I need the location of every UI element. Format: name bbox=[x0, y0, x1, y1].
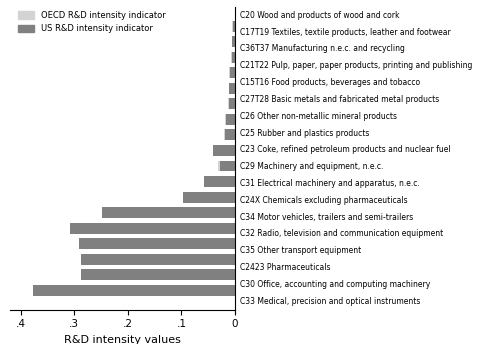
Bar bbox=[232, 21, 235, 32]
Legend: OECD R&D intensity indicator, US R&D intensity indicator: OECD R&D intensity indicator, US R&D int… bbox=[14, 8, 169, 36]
Text: C23 Coke, refined petroleum products and nuclear fuel: C23 Coke, refined petroleum products and… bbox=[240, 145, 451, 154]
Text: C33 Medical, precision and optical instruments: C33 Medical, precision and optical instr… bbox=[240, 297, 420, 306]
Bar bbox=[170, 223, 235, 234]
Bar bbox=[177, 285, 235, 296]
Bar bbox=[230, 67, 235, 78]
Bar bbox=[80, 269, 235, 280]
Text: C26 Other non-metallic mineral products: C26 Other non-metallic mineral products bbox=[240, 112, 397, 121]
Bar bbox=[80, 254, 235, 265]
Bar bbox=[232, 52, 235, 63]
Bar bbox=[220, 161, 235, 171]
Text: C2423 Pharmaceuticals: C2423 Pharmaceuticals bbox=[240, 263, 330, 272]
Bar bbox=[150, 238, 235, 249]
X-axis label: R&D intensity values: R&D intensity values bbox=[64, 335, 181, 344]
Bar bbox=[182, 192, 235, 203]
Text: C35 Other transport equipment: C35 Other transport equipment bbox=[240, 246, 362, 255]
Text: C25 Rubber and plastics products: C25 Rubber and plastics products bbox=[240, 129, 370, 138]
Bar bbox=[140, 269, 235, 280]
Text: C32 Radio, television and communication equipment: C32 Radio, television and communication … bbox=[240, 229, 444, 238]
Bar bbox=[226, 114, 235, 125]
Text: C20 Wood and products of wood and cork: C20 Wood and products of wood and cork bbox=[240, 11, 400, 20]
Bar bbox=[233, 21, 235, 32]
Bar bbox=[232, 36, 235, 47]
Bar bbox=[204, 176, 235, 187]
Bar bbox=[232, 52, 235, 63]
Text: C21T22 Pulp, paper, paper products, printing and publishing: C21T22 Pulp, paper, paper products, prin… bbox=[240, 61, 472, 70]
Bar bbox=[229, 83, 235, 94]
Bar bbox=[225, 129, 235, 140]
Bar bbox=[156, 254, 235, 265]
Text: C29 Machinery and equipment, n.e.c.: C29 Machinery and equipment, n.e.c. bbox=[240, 162, 384, 171]
Bar bbox=[78, 238, 235, 249]
Bar bbox=[229, 67, 235, 78]
Text: C17T19 Textiles, textile products, leather and footwear: C17T19 Textiles, textile products, leath… bbox=[240, 28, 451, 36]
Bar bbox=[70, 223, 235, 234]
Bar bbox=[158, 207, 235, 218]
Bar bbox=[212, 145, 235, 156]
Text: C24X Chemicals excluding pharmaceuticals: C24X Chemicals excluding pharmaceuticals bbox=[240, 196, 408, 205]
Bar bbox=[228, 98, 235, 109]
Text: C30 Office, accounting and computing machinery: C30 Office, accounting and computing mac… bbox=[240, 280, 430, 289]
Bar bbox=[226, 114, 235, 125]
Bar bbox=[224, 129, 235, 140]
Bar bbox=[218, 161, 235, 171]
Text: C15T16 Food products, beverages and tobacco: C15T16 Food products, beverages and toba… bbox=[240, 78, 420, 87]
Bar bbox=[32, 285, 235, 296]
Bar bbox=[228, 83, 235, 94]
Bar bbox=[102, 207, 235, 218]
Text: C31 Electrical machinery and apparatus, n.e.c.: C31 Electrical machinery and apparatus, … bbox=[240, 179, 420, 188]
Text: C27T28 Basic metals and fabricated metal products: C27T28 Basic metals and fabricated metal… bbox=[240, 95, 440, 104]
Bar bbox=[232, 36, 235, 47]
Bar bbox=[210, 176, 235, 187]
Bar bbox=[220, 145, 235, 156]
Bar bbox=[228, 98, 235, 109]
Bar bbox=[198, 192, 235, 203]
Text: C34 Motor vehicles, trailers and semi-trailers: C34 Motor vehicles, trailers and semi-tr… bbox=[240, 213, 414, 222]
Text: C36T37 Manufacturing n.e.c. and recycling: C36T37 Manufacturing n.e.c. and recyclin… bbox=[240, 44, 405, 53]
